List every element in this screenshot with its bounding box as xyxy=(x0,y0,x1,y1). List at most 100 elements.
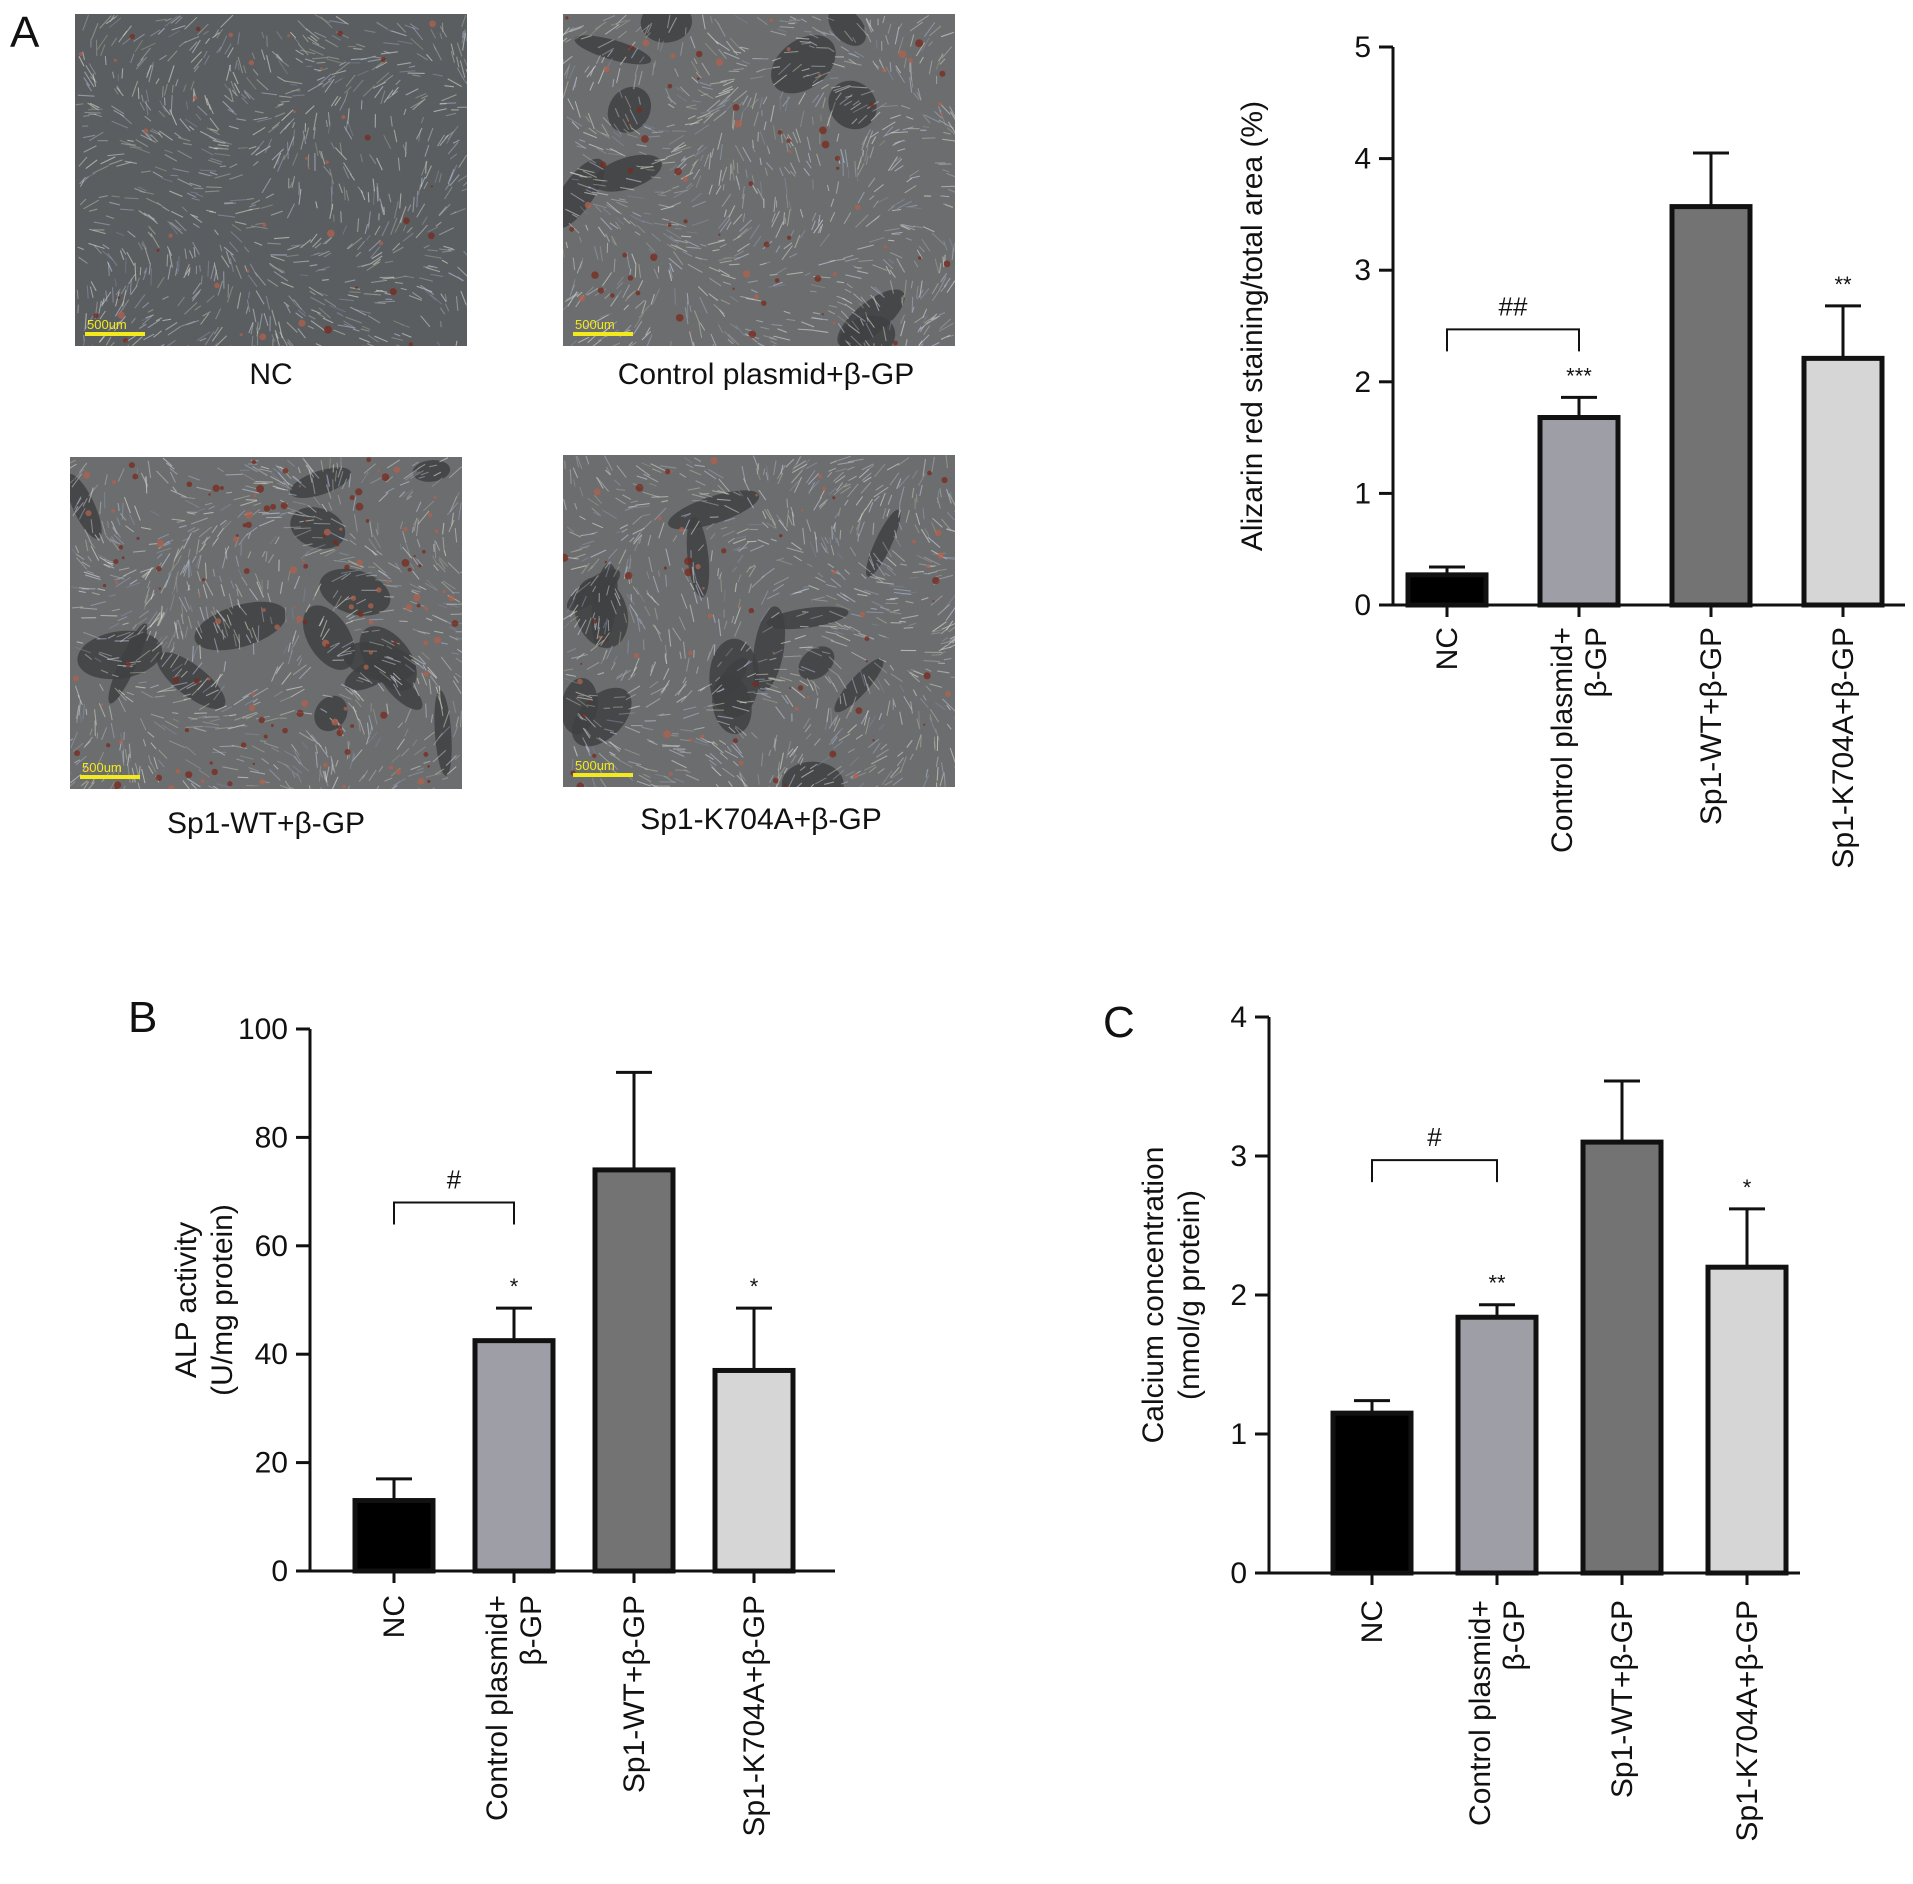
cell-fiber xyxy=(701,62,710,76)
cell-fiber xyxy=(402,144,408,154)
cell-fiber xyxy=(172,699,187,704)
cell-fiber xyxy=(133,33,145,43)
stain-deposit xyxy=(742,270,751,278)
cell-fiber xyxy=(252,308,257,323)
cell-fiber xyxy=(170,95,173,114)
cell-fiber xyxy=(692,100,702,103)
cell-fiber xyxy=(415,127,423,140)
cell-fiber xyxy=(162,105,171,116)
cell-fiber xyxy=(786,318,796,322)
cell-fiber xyxy=(811,220,816,231)
stain-deposit xyxy=(214,282,220,289)
cell-fiber xyxy=(204,95,209,106)
cell-fiber xyxy=(942,169,950,173)
cell-fiber xyxy=(370,255,383,264)
cell-fiber xyxy=(330,142,335,150)
cell-fiber xyxy=(347,237,363,250)
cell-fiber xyxy=(205,38,211,44)
cell-fiber xyxy=(828,117,831,128)
cell-fiber xyxy=(718,214,730,229)
cell-fiber xyxy=(718,48,727,60)
cell-fiber xyxy=(729,295,739,303)
cell-fiber xyxy=(701,86,713,90)
cell-fiber xyxy=(571,178,579,181)
cell-fiber xyxy=(202,30,209,36)
cell-fiber xyxy=(577,168,595,174)
cell-fiber xyxy=(347,121,354,137)
cell-fiber xyxy=(286,685,303,691)
cell-fiber xyxy=(140,94,144,102)
cell-fiber xyxy=(247,532,251,539)
cell-fiber xyxy=(909,77,913,93)
cell-fiber xyxy=(565,208,580,217)
cell-fiber xyxy=(420,116,425,124)
cell-fiber xyxy=(221,706,232,713)
cell-fiber xyxy=(367,58,383,63)
cell-fiber xyxy=(206,186,222,189)
cell-fiber xyxy=(734,145,745,162)
significance-stars: ** xyxy=(1488,1271,1506,1296)
cell-fiber xyxy=(403,467,419,480)
cell-fiber xyxy=(120,208,134,211)
cell-fiber xyxy=(215,146,223,150)
cell-fiber xyxy=(204,190,220,193)
y-tick-label: 1 xyxy=(1230,1418,1247,1451)
cell-fiber xyxy=(636,144,647,147)
cell-fiber xyxy=(369,618,384,621)
cell-fiber xyxy=(680,172,694,180)
cell-fiber xyxy=(669,235,680,244)
cell-fiber xyxy=(879,140,886,146)
cell-fiber xyxy=(717,132,723,150)
cell-fiber xyxy=(822,32,834,36)
panel-letter-c: C xyxy=(1103,998,1135,1047)
cell-fiber xyxy=(156,201,168,211)
cell-fiber xyxy=(627,133,638,138)
stain-deposit xyxy=(143,128,149,134)
cell-fiber xyxy=(659,40,665,52)
cell-fiber xyxy=(123,496,131,514)
cell-fiber xyxy=(441,94,457,102)
cell-fiber xyxy=(187,526,196,533)
cell-fiber xyxy=(588,161,604,170)
cell-fiber xyxy=(89,286,94,298)
cell-fiber xyxy=(589,66,595,77)
stain-deposit xyxy=(642,39,650,47)
cell-fiber xyxy=(585,189,598,196)
micrograph-caption-nc: NC xyxy=(249,358,293,391)
cell-fiber xyxy=(215,335,228,346)
cell-fiber xyxy=(439,307,446,315)
cell-fiber xyxy=(632,320,643,335)
cell-fiber xyxy=(396,22,407,33)
cell-fiber xyxy=(130,285,138,296)
cell-fiber xyxy=(739,295,755,300)
cell-fiber xyxy=(939,318,952,330)
cell-fiber xyxy=(405,88,419,96)
cell-fiber xyxy=(116,85,121,92)
cell-fiber xyxy=(460,290,467,305)
cell-fiber xyxy=(165,17,172,22)
stain-deposit xyxy=(325,160,329,164)
cell-fiber xyxy=(78,55,85,67)
cell-fiber xyxy=(773,267,787,276)
cell-fiber xyxy=(269,616,273,625)
cell-gap xyxy=(828,14,867,46)
cell-fiber xyxy=(412,291,423,300)
cell-fiber xyxy=(844,30,854,42)
cell-fiber xyxy=(673,142,685,150)
cell-fiber xyxy=(425,161,427,174)
cell-fiber xyxy=(70,738,74,742)
cell-fiber xyxy=(584,65,590,73)
cell-fiber xyxy=(308,286,324,297)
cell-fiber xyxy=(742,146,752,163)
cell-fiber xyxy=(111,608,120,612)
cell-fiber xyxy=(452,139,460,144)
cell-fiber xyxy=(895,65,902,74)
cell-fiber xyxy=(81,176,89,183)
cell-fiber xyxy=(225,250,232,265)
cell-fiber xyxy=(292,301,307,315)
cell-fiber xyxy=(144,593,156,606)
cell-fiber xyxy=(203,173,213,177)
cell-fiber xyxy=(342,225,348,235)
cell-fiber xyxy=(794,234,801,249)
cell-fiber xyxy=(233,495,251,501)
